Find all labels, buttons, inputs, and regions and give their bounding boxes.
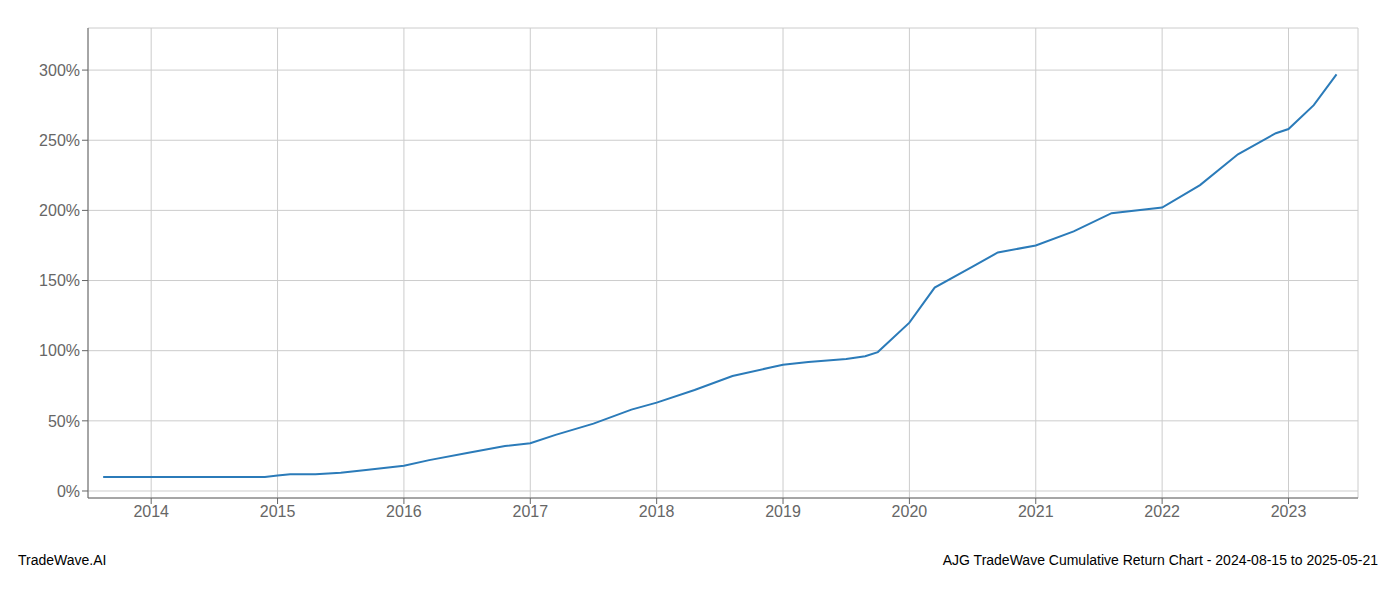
svg-text:300%: 300% — [39, 62, 80, 79]
svg-text:2022: 2022 — [1144, 503, 1180, 520]
svg-text:2015: 2015 — [260, 503, 296, 520]
svg-text:2016: 2016 — [386, 503, 422, 520]
html-text:AJG TradeWave Cumulative Retur: AJG TradeWave Cumulative Return Chart - … — [942, 552, 1378, 568]
html-text:TradeWave.AI: TradeWave.AI — [18, 552, 107, 568]
svg-text:2014: 2014 — [133, 503, 169, 520]
svg-text:2018: 2018 — [639, 503, 675, 520]
svg-text:0%: 0% — [57, 483, 80, 500]
svg-text:2017: 2017 — [512, 503, 548, 520]
svg-text:2021: 2021 — [1018, 503, 1054, 520]
svg-text:200%: 200% — [39, 202, 80, 219]
svg-text:2019: 2019 — [765, 503, 801, 520]
svg-text:100%: 100% — [39, 342, 80, 359]
svg-text:2020: 2020 — [892, 503, 928, 520]
svg-text:2023: 2023 — [1271, 503, 1307, 520]
svg-text:150%: 150% — [39, 272, 80, 289]
svg-text:50%: 50% — [48, 413, 80, 430]
svg-text:250%: 250% — [39, 132, 80, 149]
